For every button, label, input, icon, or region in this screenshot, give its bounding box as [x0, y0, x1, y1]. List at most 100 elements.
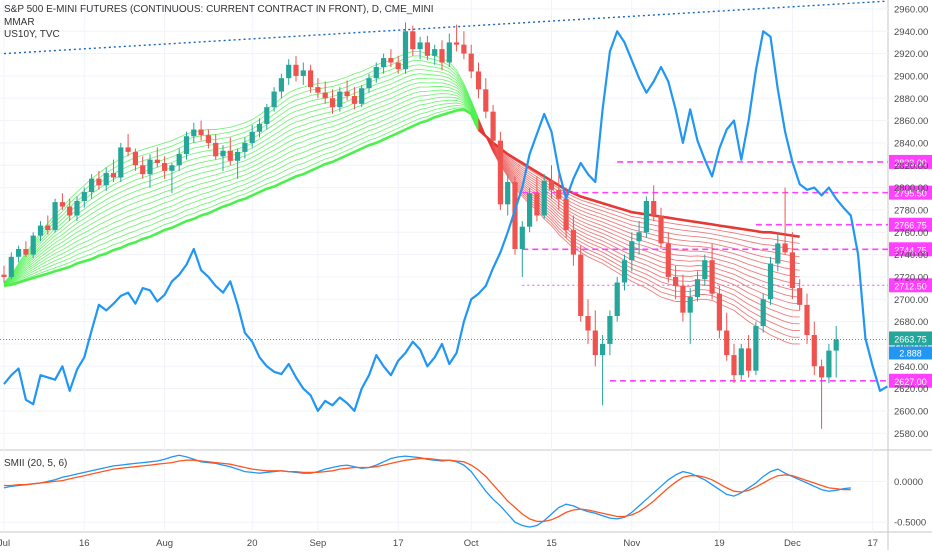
- candle-body: [497, 140, 503, 205]
- ribbon-line-green: [3, 86, 479, 285]
- last-price-label: 2663.75: [894, 334, 927, 344]
- price-tick-label: 2900.00: [894, 71, 928, 82]
- candle-body: [614, 282, 620, 317]
- candle-body: [132, 151, 138, 166]
- candle-body: [826, 350, 832, 378]
- candle-body: [147, 159, 153, 175]
- candle-body: [490, 111, 496, 141]
- level-price-label: 2823.00: [894, 158, 927, 168]
- candle-body: [665, 243, 671, 277]
- ribbon-line-green: [3, 50, 479, 283]
- time-tick-label: 17: [867, 538, 878, 549]
- candle-body: [461, 44, 467, 54]
- ribbon-line-green: [3, 82, 479, 285]
- candle-body: [600, 343, 606, 356]
- candle-body: [767, 263, 774, 300]
- candle-body: [731, 355, 737, 376]
- candle-body: [52, 202, 58, 231]
- candle-body: [235, 151, 241, 161]
- level-price-tag: [889, 278, 932, 293]
- price-candles: [0, 22, 888, 429]
- price-tick-label: 2780.00: [894, 205, 928, 216]
- level-price-label: 2627.00: [894, 377, 927, 387]
- candle-body: [424, 42, 430, 56]
- candle-body: [256, 123, 263, 132]
- candle-body: [643, 200, 649, 233]
- candle-body: [702, 260, 708, 280]
- candle-body: [264, 107, 270, 124]
- time-tick-label: 19: [714, 538, 725, 549]
- candle-body: [103, 173, 109, 186]
- candle-body: [329, 98, 336, 108]
- candle-body: [23, 249, 29, 255]
- candle-body: [797, 288, 803, 305]
- ribbon-line-green: [3, 77, 479, 285]
- candle-body: [636, 232, 642, 242]
- candle-body: [402, 31, 409, 70]
- ribbon-line-green: [3, 108, 480, 288]
- level-price-tag: [889, 217, 932, 232]
- time-tick-label: 17: [393, 538, 404, 549]
- candle-body: [468, 53, 474, 72]
- time-tick-label: Oct: [464, 538, 479, 549]
- candle-body: [300, 70, 306, 76]
- candle-body: [658, 215, 664, 244]
- price-axis[interactable]: 2580.002600.002620.002640.002660.002680.…: [889, 4, 932, 440]
- candle-body: [694, 279, 701, 298]
- candle-body: [804, 304, 810, 335]
- candle-body: [592, 330, 598, 356]
- candle-body: [607, 316, 613, 344]
- candle-body: [140, 165, 146, 175]
- candle-body: [651, 200, 657, 216]
- candle-body: [242, 142, 248, 152]
- candle-body: [527, 193, 533, 227]
- us10y-series-line: [3, 30, 888, 412]
- smii-panel: 0.0000 -0.5000: [0, 454, 926, 529]
- candle-body: [16, 249, 22, 257]
- level-price-label: 2744.75: [894, 245, 927, 255]
- candle-body: [67, 206, 73, 216]
- candle-body: [249, 131, 255, 143]
- candle-body: [125, 147, 131, 152]
- chart-title: S&P 500 E-MINI FUTURES (CONTINUOUS: CURR…: [4, 4, 434, 15]
- candle-body: [381, 58, 387, 67]
- ribbon-line-green: [3, 105, 479, 286]
- candle-body: [475, 71, 482, 90]
- candle-body: [8, 256, 14, 277]
- price-tick-label: 2600.00: [894, 406, 928, 417]
- smii-tick-label: 0.0000: [894, 477, 923, 488]
- ribbon-line-red: [478, 122, 800, 305]
- ribbon-line-green: [3, 89, 479, 285]
- price-tick-label: 2820.00: [894, 161, 928, 172]
- candle-body: [483, 89, 489, 112]
- level-price-tag: [889, 185, 932, 200]
- candle-body: [563, 198, 569, 231]
- candle-body: [687, 297, 693, 313]
- candle-body: [337, 91, 343, 108]
- candle-body: [74, 200, 80, 216]
- candle-body: [220, 150, 226, 157]
- level-price-label: 2766.75: [894, 221, 927, 231]
- candle-body: [322, 92, 328, 99]
- candle-body: [621, 260, 628, 283]
- time-tick-label: 16: [79, 538, 90, 549]
- smii-tick-label: -0.5000: [894, 518, 926, 529]
- candle-body: [315, 87, 321, 93]
- price-tick-label: 2740.00: [894, 250, 928, 261]
- price-tick-label: 2580.00: [894, 429, 928, 440]
- time-tick-label: 20: [247, 538, 258, 549]
- candle-body: [578, 254, 584, 317]
- price-tick-label: 2940.00: [894, 27, 928, 38]
- candle-body: [512, 182, 518, 250]
- candle-body: [505, 182, 511, 205]
- candle-body: [716, 293, 722, 331]
- candle-body: [191, 129, 197, 137]
- candle-body: [388, 58, 394, 63]
- candle-body: [724, 330, 730, 356]
- candle-body: [344, 91, 350, 97]
- time-axis[interactable]: Jul16Aug20Sep17Oct15Nov19Dec172019: [0, 538, 932, 549]
- level-price-tag: [889, 154, 932, 169]
- candle-body: [176, 154, 182, 166]
- overlay-label-us10y: US10Y, TVC: [4, 29, 60, 40]
